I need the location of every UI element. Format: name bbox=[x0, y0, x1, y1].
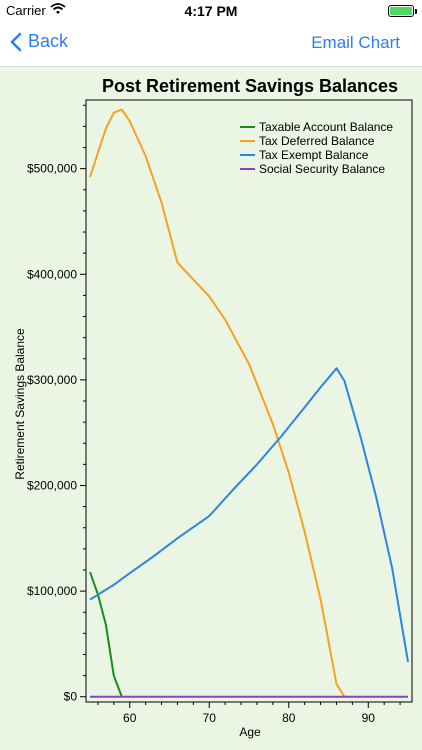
x-axis-label: Age bbox=[239, 725, 261, 739]
back-label: Back bbox=[28, 31, 69, 51]
y-tick-label: $400,000 bbox=[27, 267, 77, 281]
legend-label: Tax Exempt Balance bbox=[259, 148, 369, 162]
chart-area: Post Retirement Savings Balances Retirem… bbox=[0, 67, 422, 750]
legend-label: Tax Deferred Balance bbox=[259, 134, 375, 148]
status-time: 4:17 PM bbox=[184, 3, 238, 19]
series-line-3 bbox=[89, 367, 409, 663]
x-tick-label: 80 bbox=[282, 711, 296, 725]
status-bar: Carrier 4:17 PM bbox=[0, 0, 422, 22]
x-tick-label: 90 bbox=[362, 711, 376, 725]
y-tick-label: $0 bbox=[64, 690, 78, 704]
series-line-1 bbox=[89, 571, 123, 698]
email-chart-button[interactable]: Email Chart bbox=[311, 33, 400, 52]
x-tick-label: 60 bbox=[123, 711, 137, 725]
y-tick-label: $300,000 bbox=[27, 373, 77, 387]
series-line-2 bbox=[89, 108, 346, 698]
y-tick-label: $200,000 bbox=[27, 478, 77, 492]
x-tick-label: 70 bbox=[203, 711, 217, 725]
back-button[interactable]: Back bbox=[10, 31, 68, 52]
carrier-label: Carrier bbox=[6, 3, 46, 18]
battery-icon bbox=[388, 5, 417, 17]
line-chart: $0 $100,000 $200,000 $300,000 $400,000 $500,0… bbox=[27, 99, 413, 725]
legend-label: Taxable Account Balance bbox=[259, 120, 393, 134]
y-tick-label: $500,000 bbox=[27, 162, 77, 176]
wifi-icon bbox=[50, 3, 66, 18]
y-tick-label: $100,000 bbox=[27, 584, 77, 598]
chart-title: Post Retirement Savings Balances bbox=[101, 76, 399, 96]
navigation-bar: Back Email Chart bbox=[0, 22, 422, 67]
status-left: Carrier bbox=[6, 3, 66, 18]
chevron-left-icon bbox=[10, 32, 22, 51]
legend-label: Social Security Balance bbox=[259, 162, 385, 176]
plot-frame bbox=[85, 99, 413, 703]
